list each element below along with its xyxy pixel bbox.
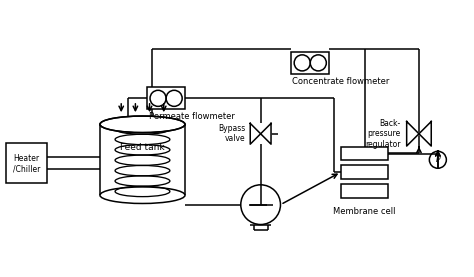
Text: Concentrate flowmeter: Concentrate flowmeter xyxy=(292,76,390,86)
Text: Feed tank: Feed tank xyxy=(120,142,165,152)
Bar xyxy=(6,143,46,183)
Bar xyxy=(292,52,329,74)
Polygon shape xyxy=(407,122,419,146)
Text: Heater
/Chiller: Heater /Chiller xyxy=(13,154,40,173)
Bar xyxy=(341,147,388,160)
Bar xyxy=(147,88,185,109)
Bar xyxy=(341,165,388,179)
Text: Permeate flowmeter: Permeate flowmeter xyxy=(149,112,235,121)
Polygon shape xyxy=(250,123,261,144)
Ellipse shape xyxy=(100,116,185,133)
Bar xyxy=(341,184,388,198)
Text: Membrane cell: Membrane cell xyxy=(333,207,396,216)
Polygon shape xyxy=(419,122,431,146)
Text: Back-
pressure
regulator: Back- pressure regulator xyxy=(365,119,401,149)
Polygon shape xyxy=(261,123,271,144)
Text: P: P xyxy=(436,155,440,164)
Text: Bypass
valve: Bypass valve xyxy=(218,124,246,143)
